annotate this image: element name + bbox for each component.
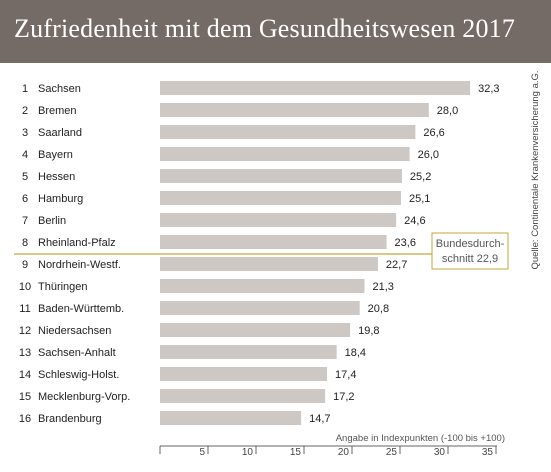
rank-label: 7 bbox=[22, 215, 28, 227]
x-tick-label: 15 bbox=[290, 447, 302, 458]
value-label: 22,7 bbox=[386, 259, 407, 271]
bar bbox=[160, 389, 326, 403]
category-label: Sachsen-Anhalt bbox=[38, 347, 116, 359]
bar bbox=[160, 81, 471, 95]
x-tick-label: 5 bbox=[199, 447, 205, 458]
bar bbox=[160, 169, 402, 183]
bar bbox=[160, 147, 410, 161]
value-label: 25,2 bbox=[410, 171, 431, 183]
value-label: 24,6 bbox=[404, 215, 425, 227]
bar bbox=[160, 323, 351, 337]
rank-label: 6 bbox=[22, 193, 28, 205]
value-label: 23,6 bbox=[395, 237, 416, 249]
bar bbox=[160, 301, 360, 315]
value-label: 19,8 bbox=[358, 325, 379, 337]
category-label: Thüringen bbox=[38, 281, 88, 293]
bar bbox=[160, 279, 365, 293]
bar bbox=[160, 257, 378, 271]
value-label: 32,3 bbox=[478, 83, 499, 95]
category-label: Brandenburg bbox=[38, 413, 102, 425]
category-label: Berlin bbox=[38, 215, 66, 227]
value-label: 17,2 bbox=[333, 391, 354, 403]
source-note: Quelle: Continentale Krankenversicherung… bbox=[530, 70, 541, 269]
bar bbox=[160, 367, 328, 381]
rank-label: 12 bbox=[19, 325, 31, 337]
value-label: 17,4 bbox=[335, 369, 356, 381]
category-label: Schleswig-Holst. bbox=[38, 369, 119, 381]
x-tick-label: 35 bbox=[482, 447, 494, 458]
value-label: 21,3 bbox=[372, 281, 393, 293]
value-label: 26,0 bbox=[418, 149, 439, 161]
x-tick-label: 20 bbox=[338, 447, 350, 458]
rank-label: 14 bbox=[19, 369, 31, 381]
average-label: schnitt 22,9 bbox=[442, 253, 498, 265]
rank-label: 2 bbox=[22, 105, 28, 117]
bar bbox=[160, 235, 387, 249]
bar bbox=[160, 125, 416, 139]
value-label: 26,6 bbox=[423, 127, 444, 139]
rank-label: 11 bbox=[19, 303, 30, 315]
category-label: Nordrhein-Westf. bbox=[38, 259, 121, 271]
x-tick-label: 10 bbox=[242, 447, 254, 458]
bar bbox=[160, 411, 302, 425]
category-label: Sachsen bbox=[38, 83, 81, 95]
bar bbox=[160, 103, 429, 117]
rank-label: 10 bbox=[19, 281, 31, 293]
value-label: 20,8 bbox=[368, 303, 389, 315]
category-label: Niedersachsen bbox=[38, 325, 111, 337]
category-label: Rheinland-Pfalz bbox=[38, 237, 116, 249]
value-label: 28,0 bbox=[437, 105, 458, 117]
rank-label: 1 bbox=[22, 83, 28, 95]
value-label: 25,1 bbox=[409, 193, 430, 205]
value-label: 14,7 bbox=[309, 413, 330, 425]
rank-label: 9 bbox=[22, 259, 28, 271]
x-tick-label: 25 bbox=[386, 447, 398, 458]
rank-label: 16 bbox=[19, 413, 31, 425]
bar bbox=[160, 345, 337, 359]
rank-label: 13 bbox=[19, 347, 31, 359]
x-tick-label: 30 bbox=[434, 447, 446, 458]
rank-label: 8 bbox=[22, 237, 28, 249]
category-label: Saarland bbox=[38, 127, 82, 139]
rank-label: 5 bbox=[22, 171, 28, 183]
average-box bbox=[431, 232, 509, 270]
average-label: Bundesdurch- bbox=[436, 238, 505, 250]
title-banner: Zufriedenheit mit dem Gesundheitswesen 2… bbox=[0, 0, 551, 63]
category-label: Bremen bbox=[38, 105, 77, 117]
category-label: Hessen bbox=[38, 171, 75, 183]
category-label: Baden-Württemb. bbox=[38, 303, 124, 315]
category-label: Hamburg bbox=[38, 193, 83, 205]
rank-label: 4 bbox=[22, 149, 28, 161]
category-label: Mecklenburg-Vorp. bbox=[38, 391, 130, 403]
rank-label: 3 bbox=[22, 127, 28, 139]
bar bbox=[160, 213, 397, 227]
bar bbox=[160, 191, 401, 205]
value-label: 18,4 bbox=[345, 347, 366, 359]
axis-note: Angabe in Indexpunkten (-100 bis +100) bbox=[336, 433, 505, 444]
rank-label: 15 bbox=[19, 391, 31, 403]
chart-title: Zufriedenheit mit dem Gesundheitswesen 2… bbox=[14, 14, 516, 43]
category-label: Bayern bbox=[38, 149, 73, 161]
